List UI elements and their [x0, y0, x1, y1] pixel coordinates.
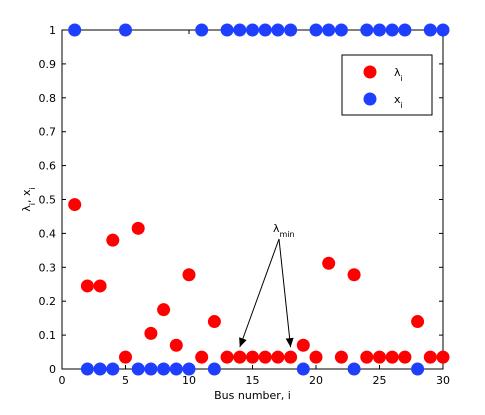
- x-point: [93, 362, 107, 376]
- legend-label: λi: [394, 66, 403, 83]
- lambda-point: [182, 268, 196, 282]
- y-tick-label: 1: [49, 24, 56, 37]
- x-point: [207, 362, 221, 376]
- x-point: [169, 362, 183, 376]
- x-point: [373, 23, 386, 37]
- lambda-point: [309, 350, 323, 364]
- legend-box: [341, 54, 433, 116]
- lambda-point: [246, 350, 259, 364]
- lambda-point: [347, 268, 361, 282]
- annotation-arrow-head: [239, 337, 247, 348]
- lambda-point: [93, 279, 107, 293]
- annotation-arrow-line: [278, 238, 292, 348]
- y-tick-label: 0.3: [39, 261, 57, 274]
- annotation-label: λmin: [273, 222, 295, 239]
- lambda-point: [220, 350, 234, 364]
- x-point: [144, 362, 158, 376]
- lambda-point: [284, 350, 298, 364]
- x-point: [182, 362, 196, 376]
- lambda-point: [233, 350, 247, 364]
- x-point: [233, 23, 247, 37]
- x-point: [334, 23, 348, 37]
- annotation-arrow-head: [285, 337, 294, 348]
- y-tick-label: 0.8: [39, 92, 57, 105]
- lambda-point: [436, 350, 450, 364]
- lambda-point: [385, 350, 399, 364]
- x-point: [322, 23, 336, 37]
- legend-marker: [363, 92, 377, 106]
- y-tick-label: 0.1: [39, 329, 57, 342]
- lambda-point: [373, 350, 386, 364]
- lambda-point: [80, 279, 94, 293]
- x-point: [347, 362, 361, 376]
- lambda-point: [144, 326, 158, 340]
- x-point: [423, 23, 437, 37]
- x-point: [296, 362, 310, 376]
- x-point: [68, 23, 82, 37]
- x-tick-label: 0: [59, 374, 66, 387]
- x-axis-label: Bus number, i: [214, 389, 291, 402]
- x-point: [271, 23, 285, 37]
- x-point: [246, 23, 259, 37]
- x-point: [195, 23, 209, 37]
- y-tick-label: 0.6: [39, 160, 57, 173]
- lambda-point: [207, 315, 221, 329]
- y-tick-label: 0: [49, 363, 56, 376]
- x-point: [284, 23, 298, 37]
- lambda-point: [258, 350, 272, 364]
- lambda-point: [157, 303, 171, 317]
- x-point: [360, 23, 374, 37]
- x-point: [119, 23, 132, 37]
- lambda-point: [398, 350, 412, 364]
- y-axis-label: λi, xi: [20, 187, 37, 212]
- x-point: [220, 23, 234, 37]
- y-tick-label: 0.5: [39, 194, 57, 207]
- x-tick-label: 10: [182, 374, 196, 387]
- x-point: [398, 23, 412, 37]
- x-point: [385, 23, 399, 37]
- x-point: [80, 362, 94, 376]
- lambda-point: [322, 256, 336, 270]
- lambda-point: [271, 350, 285, 364]
- x-tick-label: 20: [309, 374, 323, 387]
- y-tick-label: 0.7: [39, 126, 57, 139]
- x-point: [436, 23, 450, 37]
- x-point: [131, 362, 145, 376]
- lambda-point: [296, 338, 310, 352]
- lambda-point: [334, 350, 348, 364]
- lambda-point: [68, 198, 82, 212]
- x-point: [411, 362, 425, 376]
- x-tick-label: 5: [122, 374, 129, 387]
- y-tick-label: 0.2: [39, 295, 57, 308]
- lambda-point: [411, 315, 425, 329]
- lambda-point: [131, 221, 145, 235]
- x-tick-label: 25: [373, 374, 387, 387]
- x-tick-label: 30: [436, 374, 450, 387]
- lambda-point: [423, 350, 437, 364]
- y-tick-label: 0.9: [39, 58, 57, 71]
- legend-marker: [363, 65, 377, 79]
- x-tick-label: 15: [246, 374, 260, 387]
- x-point: [258, 23, 272, 37]
- annotation-arrow-line: [239, 238, 280, 348]
- x-point: [309, 23, 323, 37]
- lambda-point: [169, 338, 183, 352]
- lambda-point: [195, 350, 209, 364]
- y-tick-label: 0.4: [39, 227, 57, 240]
- lambda-point: [360, 350, 374, 364]
- lambda-point: [106, 233, 120, 247]
- x-point: [157, 362, 171, 376]
- lambda-point: [119, 350, 132, 364]
- x-point: [106, 362, 120, 376]
- legend-label: xi: [394, 93, 403, 110]
